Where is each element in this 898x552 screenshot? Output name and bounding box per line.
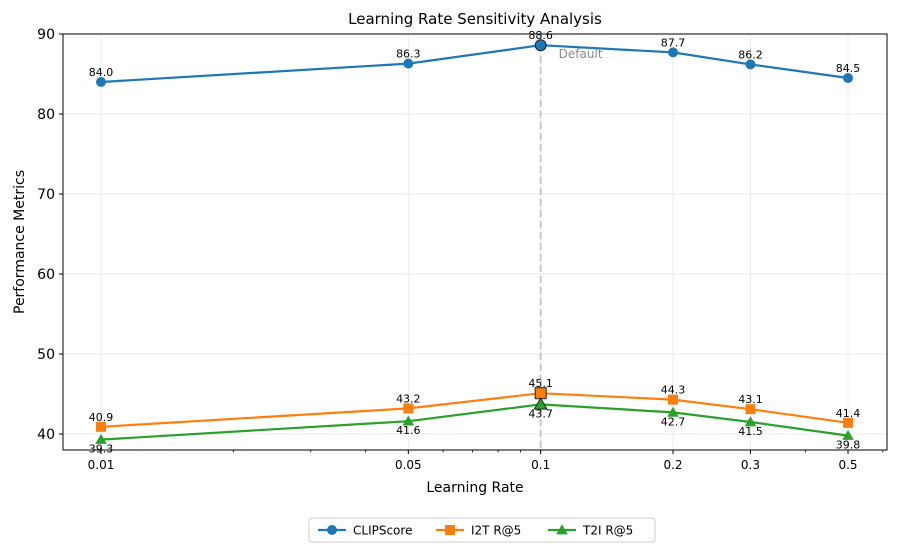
x-tick-label: 0.2 bbox=[663, 458, 682, 472]
data-label: 44.3 bbox=[661, 384, 686, 397]
x-tick-label: 0.01 bbox=[88, 458, 115, 472]
legend-label-2: T2I R@5 bbox=[582, 524, 633, 538]
x-axis-label: Learning Rate bbox=[426, 480, 523, 496]
legend-box bbox=[308, 517, 656, 543]
data-point bbox=[402, 415, 415, 426]
data-point bbox=[96, 421, 106, 432]
data-label: 87.7 bbox=[661, 36, 686, 49]
data-point bbox=[745, 59, 756, 70]
x-tick-label: 0.05 bbox=[395, 458, 422, 472]
y-tick-label: 40 bbox=[37, 427, 55, 443]
legend-label-1: I2T R@5 bbox=[471, 524, 521, 538]
data-point bbox=[403, 403, 414, 414]
data-label: 40.9 bbox=[89, 411, 114, 424]
data-label: 45.1 bbox=[528, 377, 553, 390]
x-tick-label: 0.5 bbox=[838, 458, 857, 472]
data-point bbox=[843, 73, 853, 83]
data-label: 84.5 bbox=[836, 62, 861, 75]
data-label: 86.2 bbox=[738, 48, 763, 61]
data-point bbox=[745, 404, 756, 415]
data-label: 43.2 bbox=[396, 392, 421, 405]
data-label: 43.1 bbox=[738, 393, 763, 406]
y-axis-label: Performance Metrics bbox=[12, 170, 28, 314]
data-label: 41.5 bbox=[738, 425, 763, 438]
data-label: 41.6 bbox=[396, 424, 421, 437]
data-point bbox=[533, 397, 548, 410]
data-label: 86.3 bbox=[396, 48, 421, 61]
data-label: 39.3 bbox=[89, 443, 114, 456]
y-tick-label: 70 bbox=[37, 187, 55, 203]
chart-title: Learning Rate Sensitivity Analysis bbox=[348, 10, 602, 28]
series-line-1 bbox=[100, 392, 849, 428]
data-label: 43.7 bbox=[528, 407, 553, 420]
data-point bbox=[95, 433, 107, 444]
data-point bbox=[843, 417, 853, 428]
y-tick-label: 60 bbox=[37, 267, 55, 283]
y-tick-label: 80 bbox=[37, 107, 55, 123]
data-label: 39.8 bbox=[836, 439, 861, 452]
series-line-0 bbox=[100, 44, 849, 84]
data-point bbox=[668, 47, 679, 58]
data-point bbox=[96, 77, 106, 87]
legend-marker-0 bbox=[327, 525, 337, 535]
data-label: 84.0 bbox=[89, 66, 114, 79]
y-tick-label: 50 bbox=[37, 347, 55, 363]
data-label: 41.4 bbox=[836, 407, 861, 420]
data-point bbox=[534, 39, 547, 52]
plot-frame bbox=[62, 33, 888, 451]
legend-marker-2 bbox=[556, 524, 568, 535]
x-tick-label: 0.3 bbox=[741, 458, 760, 472]
legend: CLIPScore I2T R@5 T2I R@5 bbox=[308, 517, 656, 543]
grid bbox=[63, 33, 887, 450]
series-line-2 bbox=[100, 403, 849, 441]
y-tick-label: 90 bbox=[37, 27, 55, 43]
data-point bbox=[668, 394, 679, 405]
legend-label-0: CLIPScore bbox=[353, 524, 412, 538]
default-annotation-label: Default bbox=[559, 47, 603, 61]
data-label: 88.6 bbox=[528, 29, 553, 42]
legend-marker-1 bbox=[445, 525, 455, 535]
axes: 40 50 60 70 80 90 0.01 0.05 0.1 0.2 0.3 0.5 bbox=[37, 27, 884, 472]
data-point bbox=[403, 58, 414, 69]
x-tick-label: 0.1 bbox=[531, 458, 550, 472]
data-point bbox=[744, 416, 757, 427]
data-label: 42.7 bbox=[661, 415, 686, 428]
data-point bbox=[842, 429, 854, 440]
chart-marks: Default 84.0 86.3 88.6 87.7 86.2 84.5 40.9 43.2 4… bbox=[89, 29, 861, 455]
data-point bbox=[667, 406, 679, 417]
